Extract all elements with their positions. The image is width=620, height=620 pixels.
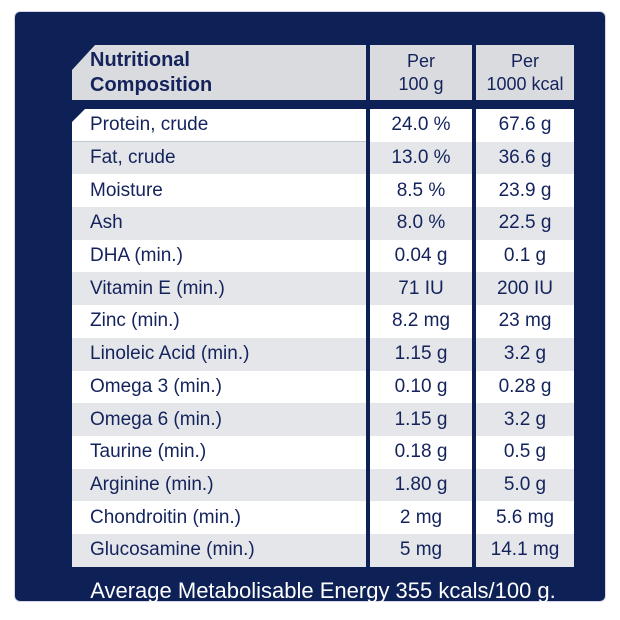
header-title-cell: Nutritional Composition xyxy=(72,45,366,100)
value-per-100g: 8.2 mg xyxy=(370,305,472,338)
value-per-1000kcal: 3.2 g xyxy=(476,337,574,371)
nutrient-label: DHA (min.) xyxy=(72,239,366,273)
nutrient-label: Taurine (min.) xyxy=(72,435,366,469)
value-per-1000kcal: 23.9 g xyxy=(476,174,574,208)
value-per-1000kcal: 14.1 mg xyxy=(476,533,574,567)
table-title-line2: Composition xyxy=(90,73,213,96)
value-per-1000kcal: 0.28 g xyxy=(476,370,574,404)
value-per-1000kcal: 67.6 g xyxy=(476,109,574,142)
table-body: Protein, crude 24.0 % 67.6 g Fat, crude … xyxy=(72,109,574,567)
nutrient-label: Omega 6 (min.) xyxy=(72,403,366,436)
header-per-1000kcal-line1: Per xyxy=(510,50,539,71)
value-per-100g: 2 mg xyxy=(370,501,472,534)
table-header-row: Nutritional Composition Per 100 g Per 10… xyxy=(72,45,574,100)
nutrient-label: Protein, crude xyxy=(72,109,366,142)
nutrient-label: Linoleic Acid (min.) xyxy=(72,337,366,371)
table-row: Taurine (min.) 0.18 g 0.5 g xyxy=(72,435,574,469)
table-row: DHA (min.) 0.04 g 0.1 g xyxy=(72,239,574,273)
table-row: Vitamin E (min.) 71 IU 200 IU xyxy=(72,272,574,306)
table-title-line1: Nutritional xyxy=(90,48,190,71)
value-per-100g: 1.80 g xyxy=(370,468,472,502)
value-per-1000kcal: 22.5 g xyxy=(476,207,574,240)
nutrient-label: Glucosamine (min.) xyxy=(72,533,366,567)
value-per-100g: 24.0 % xyxy=(370,109,472,142)
table-row: Omega 3 (min.) 0.10 g 0.28 g xyxy=(72,370,574,404)
value-per-100g: 13.0 % xyxy=(370,141,472,175)
table-row: Fat, crude 13.0 % 36.6 g xyxy=(72,141,574,175)
value-per-100g: 1.15 g xyxy=(370,337,472,371)
value-per-1000kcal: 5.0 g xyxy=(476,468,574,502)
table-row: Protein, crude 24.0 % 67.6 g xyxy=(72,109,574,142)
value-per-1000kcal: 200 IU xyxy=(476,272,574,306)
table-row: Zinc (min.) 8.2 mg 23 mg xyxy=(72,305,574,338)
average-metabolisable-energy-text: Average Metabolisable Energy 355 kcals/1… xyxy=(90,577,556,603)
table-row: Arginine (min.) 1.80 g 5.0 g xyxy=(72,468,574,502)
header-per-1000kcal-line2: 1000 kcal xyxy=(486,73,564,94)
table-row: Ash 8.0 % 22.5 g xyxy=(72,207,574,240)
nutrient-label: Moisture xyxy=(72,174,366,208)
value-per-100g: 8.0 % xyxy=(370,207,472,240)
value-per-100g: 1.15 g xyxy=(370,403,472,436)
nutrient-label: Ash xyxy=(72,207,366,240)
nutrient-label: Zinc (min.) xyxy=(72,305,366,338)
nutrition-label-panel: Nutritional Composition Per 100 g Per 10… xyxy=(15,12,605,603)
value-per-100g: 0.18 g xyxy=(370,435,472,469)
table-row: Omega 6 (min.) 1.15 g 3.2 g xyxy=(72,403,574,436)
table-row: Glucosamine (min.) 5 mg 14.1 mg xyxy=(72,533,574,567)
table-row: Chondroitin (min.) 2 mg 5.6 mg xyxy=(72,501,574,534)
header-per-100g-line2: 100 g xyxy=(398,73,444,94)
value-per-100g: 71 IU xyxy=(370,272,472,306)
header-per-100g-cell: Per 100 g xyxy=(370,45,472,100)
nutrition-table: Nutritional Composition Per 100 g Per 10… xyxy=(72,45,574,567)
table-row: Linoleic Acid (min.) 1.15 g 3.2 g xyxy=(72,337,574,371)
nutrient-label: Fat, crude xyxy=(72,141,366,175)
value-per-1000kcal: 0.5 g xyxy=(476,435,574,469)
value-per-1000kcal: 36.6 g xyxy=(476,141,574,175)
table-row: Moisture 8.5 % 23.9 g xyxy=(72,174,574,208)
nutrient-label: Arginine (min.) xyxy=(72,468,366,502)
table-title: Nutritional Composition xyxy=(90,48,212,98)
nutrient-label: Chondroitin (min.) xyxy=(72,501,366,534)
nutrient-label: Omega 3 (min.) xyxy=(72,370,366,404)
value-per-100g: 5 mg xyxy=(370,533,472,567)
value-per-100g: 0.04 g xyxy=(370,239,472,273)
nutrient-label: Vitamin E (min.) xyxy=(72,272,366,306)
value-per-100g: 0.10 g xyxy=(370,370,472,404)
header-per-100g-line1: Per xyxy=(406,50,435,71)
header-per-1000kcal-cell: Per 1000 kcal xyxy=(476,45,574,100)
value-per-100g: 8.5 % xyxy=(370,174,472,208)
value-per-1000kcal: 5.6 mg xyxy=(476,501,574,534)
value-per-1000kcal: 23 mg xyxy=(476,305,574,338)
value-per-1000kcal: 0.1 g xyxy=(476,239,574,273)
value-per-1000kcal: 3.2 g xyxy=(476,403,574,436)
